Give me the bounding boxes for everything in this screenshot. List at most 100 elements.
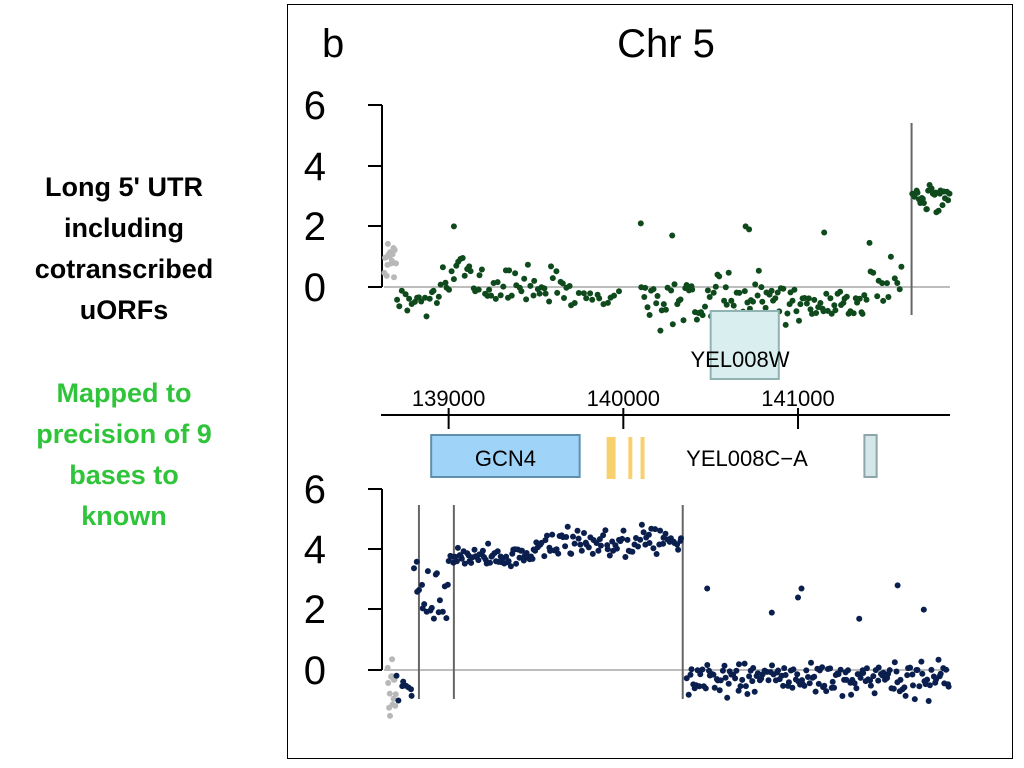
top-data-point — [596, 295, 603, 302]
top-data-point — [541, 285, 548, 292]
top-data-point — [406, 295, 413, 302]
top-data-point — [546, 298, 553, 305]
top-data-point — [512, 270, 519, 277]
bottom-data-point — [943, 666, 950, 673]
top-y-tick-label: 4 — [304, 145, 326, 189]
top-data-point — [741, 288, 748, 295]
top-data-point — [928, 185, 935, 192]
bottom-data-point — [823, 688, 830, 695]
top-data-point — [710, 289, 717, 296]
bottom-data-point — [719, 667, 726, 674]
top-data-point — [384, 240, 391, 247]
top-data-point — [446, 286, 452, 293]
utr-note-line: cotranscribed — [34, 254, 214, 284]
bottom-data-point — [717, 677, 724, 684]
bottom-data-point — [675, 546, 682, 553]
top-data-point — [497, 292, 504, 299]
bottom-data-point — [622, 554, 629, 560]
bottom-data-point — [505, 558, 512, 565]
bottom-data-point — [848, 691, 855, 698]
bottom-data-point — [867, 677, 874, 684]
top-data-point — [784, 310, 791, 317]
top-data-point — [939, 202, 946, 209]
bottom-data-point — [744, 691, 751, 697]
top-data-point — [437, 281, 444, 288]
bottom-data-point — [724, 694, 731, 701]
top-data-point — [653, 300, 660, 307]
yel008c-a-label: YEL008C−A — [686, 446, 808, 471]
bottom-data-point — [805, 674, 811, 680]
top-data-point — [803, 300, 810, 307]
bottom-data-point — [439, 608, 446, 615]
bottom-data-point — [768, 609, 775, 616]
bottom-data-point — [386, 690, 393, 697]
top-data-point — [823, 290, 830, 297]
top-data-point — [863, 296, 870, 303]
top-data-point — [856, 295, 863, 302]
top-data-point — [831, 302, 838, 309]
bottom-point-layer — [384, 521, 952, 719]
bottom-data-point — [688, 666, 695, 673]
top-data-point — [530, 292, 537, 299]
bottom-data-point — [542, 537, 549, 544]
bottom-data-point — [444, 581, 451, 588]
bottom-data-point — [710, 671, 717, 678]
bottom-data-point — [657, 527, 664, 534]
top-data-point — [774, 289, 781, 296]
bottom-data-point — [893, 668, 900, 675]
bottom-data-point — [392, 691, 399, 698]
top-data-point — [699, 312, 706, 319]
bottom-data-point — [919, 670, 926, 677]
bottom-data-point — [640, 529, 647, 536]
bottom-data-point — [507, 563, 514, 570]
bottom-data-point — [894, 582, 901, 589]
yel008w-gene — [709, 310, 780, 380]
bottom-data-point — [827, 665, 834, 672]
bottom-data-point — [794, 671, 801, 678]
utr-note-line: including — [64, 213, 184, 243]
top-data-point — [669, 321, 676, 328]
bottom-data-point — [789, 684, 796, 691]
top-data-point — [439, 264, 446, 271]
bottom-data-point — [562, 543, 569, 550]
top-data-point — [752, 281, 759, 288]
bottom-data-point — [555, 550, 562, 557]
bottom-data-point — [485, 540, 492, 547]
bottom-data-point — [581, 530, 587, 536]
bottom-data-point — [602, 527, 609, 534]
top-data-point — [396, 303, 403, 310]
precision-note-line: Mapped to — [56, 378, 192, 408]
bottom-data-point — [385, 680, 392, 686]
bottom-data-point — [408, 692, 415, 699]
bottom-data-point — [937, 670, 944, 677]
bottom-data-point — [629, 548, 636, 555]
top-data-point — [780, 285, 787, 292]
bottom-data-point — [541, 553, 548, 560]
top-data-point — [549, 275, 556, 282]
bottom-data-point — [725, 680, 732, 687]
bottom-data-point — [920, 606, 927, 613]
coordinate-tick-label: 140000 — [587, 386, 660, 411]
top-data-point — [642, 284, 649, 291]
top-data-point — [523, 296, 530, 303]
bottom-data-point — [732, 675, 739, 682]
top-data-point — [542, 290, 549, 297]
bottom-data-point — [875, 677, 882, 684]
coordinate-axis: 139000 140000 141000 — [381, 386, 950, 429]
top-data-point — [641, 294, 648, 300]
bottom-data-point — [387, 712, 393, 719]
top-data-point — [671, 281, 678, 288]
bottom-data-point — [461, 560, 468, 567]
top-data-point — [393, 260, 399, 267]
top-data-point — [755, 267, 762, 274]
top-data-point — [820, 308, 827, 315]
top-data-point — [689, 286, 696, 293]
top-data-point — [702, 303, 708, 310]
bottom-data-point — [430, 615, 437, 622]
top-data-point — [500, 283, 507, 290]
top-data-point — [422, 294, 428, 301]
bottom-data-point — [811, 673, 818, 680]
top-data-point — [706, 294, 713, 300]
top-data-point — [789, 297, 796, 304]
bottom-data-point — [454, 544, 461, 551]
